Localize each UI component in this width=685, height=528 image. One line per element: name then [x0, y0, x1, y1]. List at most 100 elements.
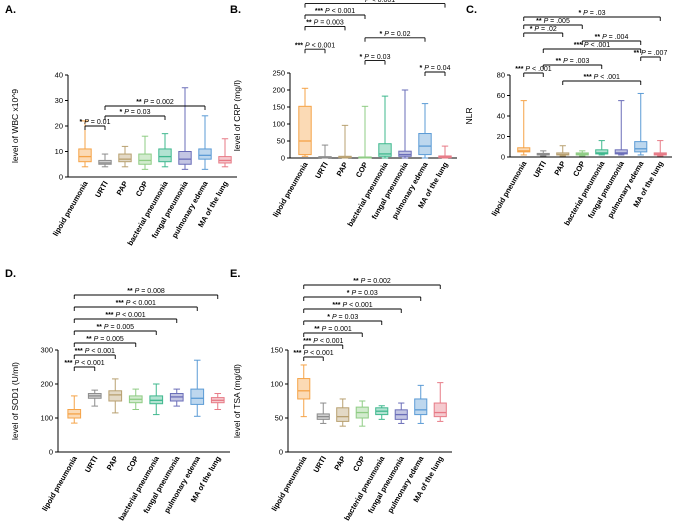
box-iqr: [138, 153, 152, 165]
y-tick-label: 20: [55, 122, 63, 131]
y-tick-label: 0: [49, 448, 53, 457]
box-iqr: [297, 378, 311, 400]
y-tick-label: 200: [40, 380, 53, 389]
x-tick-label: COP: [134, 180, 150, 199]
box-iqr: [108, 390, 123, 402]
box-MA-of-the-lung: [210, 393, 225, 410]
significance-bracket: ** P = 0.003: [304, 20, 346, 31]
p-value-label: * P = 0.03: [360, 54, 391, 61]
p-value-label: ** P = 0.005: [86, 336, 124, 343]
box-iqr: [595, 149, 609, 155]
p-value-label: * P = 0.03: [327, 314, 358, 321]
y-tick-label: 40: [55, 71, 63, 80]
p-value-label: ** P = .003: [556, 58, 590, 65]
p-value-label: *** P < 0.001: [315, 8, 355, 15]
significance-bracket: ** P = 0.002: [104, 99, 206, 110]
significance-bracket: *** P < 0.001: [295, 42, 335, 54]
significance-bracket: ** P = 0.008: [73, 288, 219, 299]
box-pulmonary-edema: [418, 103, 432, 159]
box-iqr: [78, 148, 92, 163]
box-iqr: [336, 407, 350, 422]
box-iqr: [158, 148, 172, 163]
box-bacterial-pneumonia: [378, 95, 392, 159]
box-PAP: [336, 398, 350, 427]
box-iqr: [298, 105, 312, 156]
significance-bracket: *** P < 0.001: [64, 360, 105, 371]
p-value-label: * P = 0.03: [120, 109, 151, 116]
significance-bracket: * P = 0.03: [303, 314, 383, 325]
box-PAP: [108, 378, 123, 414]
x-tick-label: PAP: [335, 161, 350, 178]
box-COP: [138, 135, 152, 170]
box-iqr: [634, 141, 648, 153]
significance-bracket: ** P = .005: [523, 18, 583, 29]
p-value-label: *** P < .001: [584, 74, 621, 81]
panel-1: B. 0 50 100 150 200 250 level of CRP (mg/l) lipo…: [230, 0, 457, 228]
x-tick-label: lipoid pneumonia: [51, 179, 90, 238]
significance-bracket: ** P = 0.001: [303, 326, 363, 337]
p-value-label: *** P < 0.001: [75, 348, 115, 355]
box-PAP: [118, 145, 132, 168]
significance-bracket: *** P < 0.001: [304, 0, 446, 8]
y-axis-label: level of WBC x10^9: [10, 89, 20, 163]
x-tick-label: lipoid pneumonia: [271, 160, 310, 219]
p-value-label: *** P < 0.001: [332, 302, 372, 309]
x-tick-label: URTI: [83, 455, 100, 475]
box-MA-of-the-lung: [653, 140, 667, 157]
y-tick-label: 200: [272, 86, 285, 95]
box-PAP: [556, 145, 570, 157]
box-COP: [358, 105, 372, 159]
significance-bracket: * P = 0.03: [360, 54, 391, 65]
box-bacterial-pneumonia: [595, 140, 609, 156]
p-value-label: ** P = 0.002: [353, 278, 391, 285]
p-value-label: ** P = .005: [536, 18, 570, 25]
x-tick-label: COP: [351, 455, 367, 474]
box-COP: [355, 400, 369, 427]
significance-bracket: ** P = .004: [581, 34, 642, 45]
x-tick-label: PAP: [115, 180, 130, 197]
p-value-label: *** P < .001: [515, 66, 552, 73]
significance-bracket: * P = .02: [523, 26, 564, 37]
box-MA-of-the-lung: [438, 145, 452, 159]
y-tick-label: 250: [272, 69, 285, 78]
p-value-label: * P = .02: [530, 26, 557, 33]
box-MA-of-the-lung: [433, 382, 447, 422]
x-tick-label: URTI: [311, 455, 328, 475]
y-tick-label: 80: [497, 71, 505, 80]
panel-0: A. 0 10 20 30 40 level of WBC x10^9 lipoid pneu…: [5, 4, 237, 247]
panel-3: D. 0 100 200 300 level of SOD1 (U/ml) lipoid p…: [5, 268, 230, 522]
significance-bracket: ** P = .007: [634, 50, 667, 61]
box-fungal-pneumonia: [614, 100, 628, 156]
box-URTI: [316, 402, 330, 424]
p-value-label: * P = 0.04: [420, 65, 451, 72]
box-iqr: [418, 133, 432, 156]
p-value-label: *** P < 0.001: [64, 360, 104, 367]
box-fungal-pneumonia: [169, 388, 184, 407]
box-lipoid-pneumonia: [297, 364, 311, 418]
significance-bracket: *** P < .001: [515, 66, 552, 77]
panel-4: E. 0 50 100 150 level of TSA (mg/dl) lipoid pn…: [230, 268, 452, 522]
significance-bracket: * P = .03: [523, 10, 661, 21]
significance-bracket: *** P < 0.001: [293, 350, 334, 361]
y-tick-label: 60: [497, 91, 505, 100]
box-iqr: [614, 149, 628, 155]
x-tick-label: COP: [571, 160, 587, 179]
box-iqr: [198, 148, 212, 160]
y-tick-label: 300: [40, 346, 53, 355]
box-MA-of-the-lung: [218, 138, 232, 168]
p-value-label: *** P < .001: [574, 42, 611, 49]
p-value-label: ** P = 0.005: [96, 324, 134, 331]
y-tick-label: 0: [279, 448, 283, 457]
p-value-label: ** P = 0.003: [306, 20, 344, 27]
x-tick-label: COP: [125, 455, 141, 474]
y-tick-label: 150: [270, 346, 283, 355]
y-axis-label: level of CRP (mg/l): [232, 80, 242, 151]
x-tick-label: lipoid pneumonia: [40, 454, 79, 513]
significance-bracket: *** P < 0.001: [73, 312, 178, 323]
y-tick-label: 100: [270, 380, 283, 389]
box-iqr: [517, 147, 531, 153]
x-tick-label: lipoid pneumonia: [270, 454, 309, 513]
y-tick-label: 20: [497, 132, 505, 141]
significance-bracket: ** P = .003: [542, 58, 603, 69]
